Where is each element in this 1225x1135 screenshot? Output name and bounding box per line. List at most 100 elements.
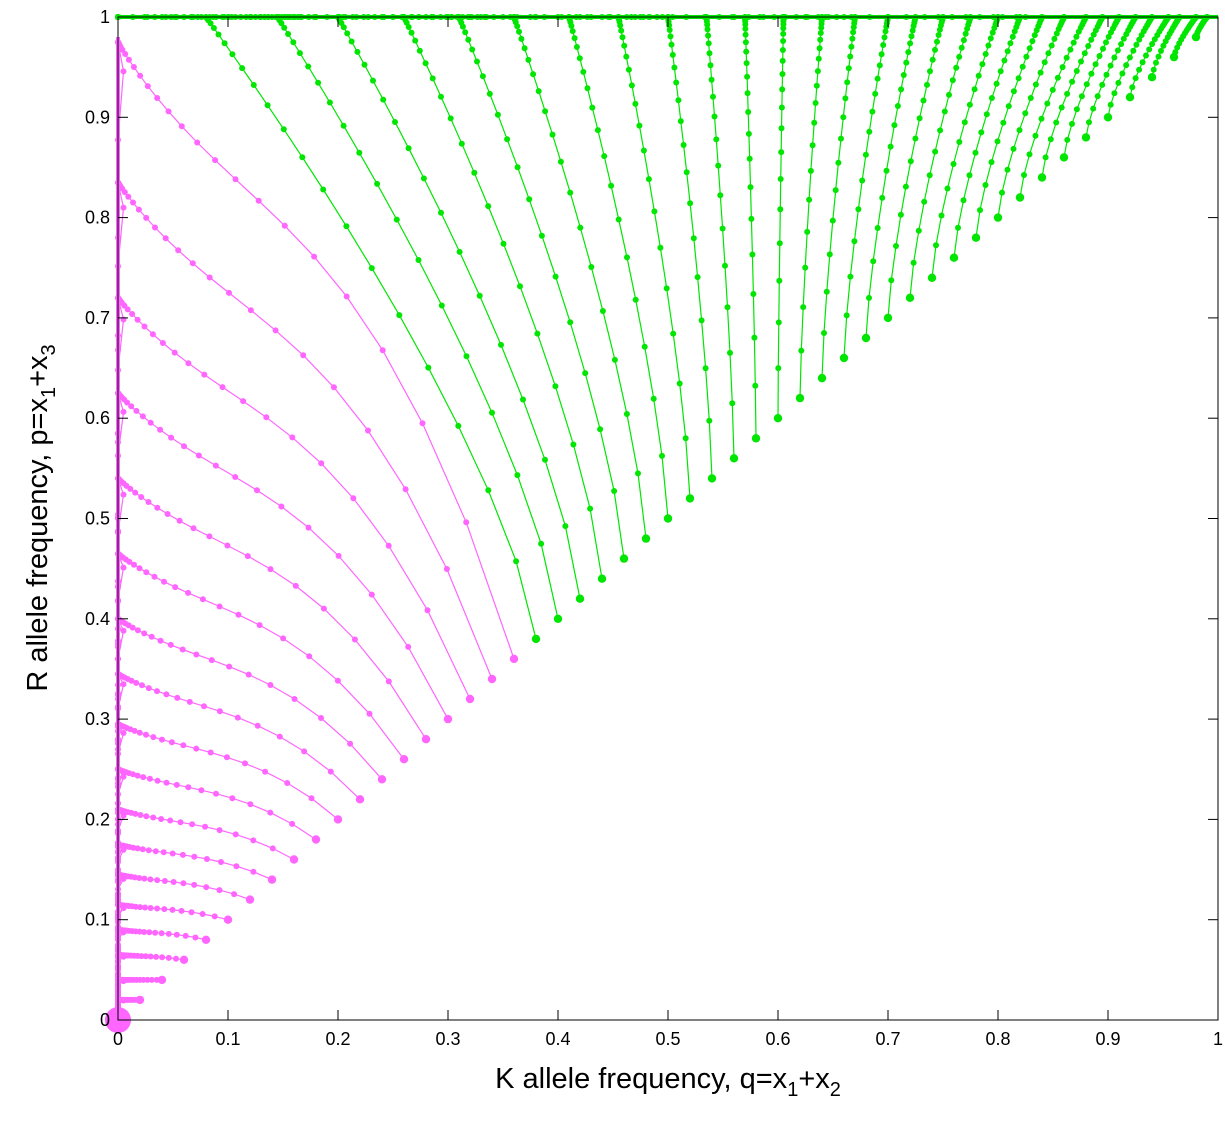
data-point [145, 847, 152, 854]
data-point [903, 59, 910, 66]
data-point [370, 77, 376, 84]
data-point [742, 31, 749, 38]
y-tick-label: 0 [100, 1010, 110, 1030]
data-point [494, 111, 501, 118]
data-point [136, 729, 143, 736]
data-point [146, 775, 153, 782]
data-point [223, 915, 233, 924]
data-point [880, 42, 887, 48]
data-point [161, 878, 168, 884]
data-point [1132, 75, 1139, 82]
data-point [330, 384, 337, 391]
data-point [938, 212, 945, 219]
data-point [778, 149, 785, 156]
data-point [977, 207, 983, 214]
y-tick-label: 0.7 [85, 308, 110, 328]
x-tick-label: 0.5 [655, 1029, 680, 1049]
data-point [623, 411, 630, 417]
data-point [1130, 47, 1137, 54]
data-point [120, 997, 127, 1004]
data-point [894, 103, 901, 109]
data-point [971, 86, 978, 93]
data-point [907, 158, 914, 165]
data-point [1129, 84, 1136, 91]
data-point [601, 153, 608, 160]
data-point [120, 929, 127, 936]
data-point [340, 122, 347, 129]
data-point [299, 154, 306, 161]
data-point [1059, 153, 1069, 162]
data-point [129, 311, 136, 317]
data-point [1169, 52, 1179, 62]
data-point [694, 274, 701, 281]
data-point [206, 533, 213, 540]
data-point [300, 352, 307, 359]
series-line [118, 16, 944, 318]
data-point [416, 47, 423, 54]
data-point [576, 55, 583, 62]
data-point [640, 147, 647, 154]
data-point [883, 167, 890, 174]
data-point [412, 37, 419, 44]
data-point [1153, 59, 1159, 66]
data-point [399, 755, 409, 764]
data-point [713, 136, 720, 143]
data-point [557, 158, 564, 165]
data-point [1019, 63, 1026, 70]
data-point [946, 91, 952, 98]
data-point [926, 172, 933, 179]
data-point [120, 627, 127, 634]
data-point [245, 895, 255, 904]
data-point [1067, 46, 1074, 53]
data-point [847, 273, 854, 280]
data-point [147, 419, 154, 426]
data-point [1081, 133, 1091, 142]
data-point [851, 238, 858, 245]
data-point [862, 151, 869, 158]
data-point [207, 749, 214, 756]
series-line [118, 16, 603, 579]
data-point [1125, 93, 1135, 102]
data-point [982, 51, 989, 57]
data-point [393, 216, 400, 223]
data-point [415, 257, 422, 263]
data-point [1149, 41, 1156, 47]
data-point [874, 225, 881, 231]
data-point [350, 495, 357, 502]
data-point [254, 722, 261, 729]
data-point [160, 849, 167, 856]
data-point [219, 384, 226, 391]
series-green-40 [115, 14, 1067, 222]
data-point [876, 62, 883, 69]
series-line [118, 16, 625, 559]
series-magenta-12 [115, 615, 387, 1023]
data-point [807, 167, 814, 174]
data-point [226, 663, 233, 670]
data-point [226, 289, 232, 296]
data-point [742, 25, 749, 32]
data-point [989, 29, 996, 36]
data-point [128, 403, 135, 410]
data-point [935, 32, 942, 38]
data-point [199, 911, 206, 917]
data-point [132, 489, 139, 496]
series-green-22 [115, 14, 607, 583]
data-point [141, 323, 148, 330]
data-point [847, 53, 854, 60]
data-point [724, 304, 731, 311]
series-line [117, 182, 493, 1020]
data-point [704, 26, 711, 33]
data-point [1103, 71, 1110, 78]
data-point [934, 38, 940, 45]
data-point [717, 192, 724, 199]
series-magenta-16 [115, 294, 475, 1023]
data-point [677, 118, 684, 125]
data-point [706, 417, 713, 424]
data-point [154, 905, 161, 912]
data-point [130, 199, 136, 206]
data-point [910, 259, 917, 266]
series-line [117, 723, 339, 1020]
data-point [201, 703, 207, 710]
series-line [118, 16, 1104, 178]
data-point [933, 242, 939, 249]
